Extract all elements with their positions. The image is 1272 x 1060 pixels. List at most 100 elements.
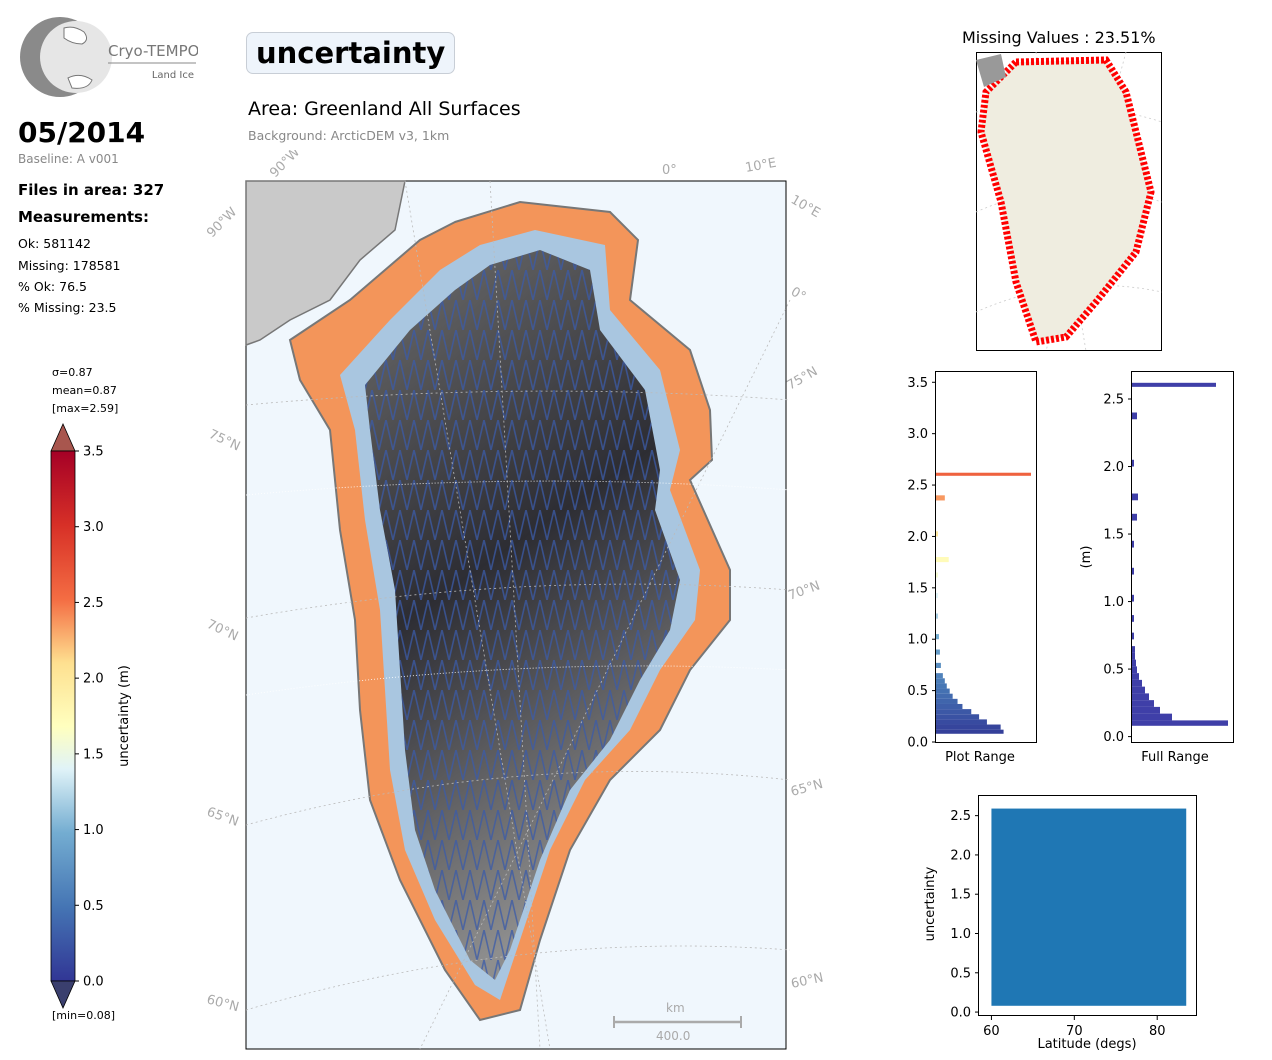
colorbar-label: uncertainty (m) — [117, 665, 132, 767]
plot-range-tick-label: 2.5 — [907, 479, 928, 494]
full-range-bar — [1132, 693, 1149, 701]
lon-label-top-90w: 90°W — [267, 150, 303, 181]
full-range-bar — [1132, 700, 1154, 707]
latitude-scatter: 0.0 0.5 1.0 1.5 2.0 2.5 60 70 80 uncertainty Lat… — [923, 795, 1197, 1052]
plot-range-tick-label: 0.5 — [907, 684, 928, 699]
lat-label-right-65: 65°N — [789, 777, 825, 800]
full-range-bar — [1132, 652, 1135, 660]
lat-label-right-60: 60°N — [790, 970, 825, 991]
colorbar-tick-label: 1.5 — [83, 747, 104, 762]
colorbar-min-extend — [50, 980, 76, 1009]
lat-label-left-60: 60°N — [205, 992, 241, 1015]
inset-ellesmere — [976, 54, 1006, 87]
baseline-label: Baseline: A v001 — [18, 152, 119, 166]
scatter-ytick-label: 0.0 — [950, 1006, 971, 1021]
full-range-bar — [1132, 493, 1138, 501]
main-map: 75°N 70°N 65°N 60°N 75°N 70°N 65°N 60°N … — [204, 150, 825, 1050]
plot-range-tick-label: 3.0 — [907, 427, 928, 442]
full-range-tick-label: 0.0 — [1103, 730, 1124, 745]
lat-label-right-75: 75°N — [785, 364, 821, 393]
ellesmere-terrain — [245, 180, 406, 347]
lon-label-top-10e: 10°E — [744, 156, 777, 176]
scatter-ylabel: uncertainty — [923, 866, 938, 941]
full-range-bar — [1132, 666, 1137, 674]
full-range-bar — [1132, 679, 1142, 687]
full-range-xlabel: Full Range — [1141, 750, 1209, 765]
full-range-bar — [1132, 686, 1145, 694]
scatter-xlabel: Latitude (degs) — [1037, 1037, 1136, 1052]
plot-range-bar — [936, 495, 945, 501]
full-range-bar — [1132, 615, 1134, 622]
plot-range-tick-label: 1.5 — [907, 581, 928, 596]
colorbar-min: [min=0.08] — [52, 1009, 116, 1022]
plot-range-bar — [936, 719, 987, 725]
full-range-bar — [1132, 713, 1172, 721]
plot-range-bar — [936, 557, 949, 563]
plot-range-bar — [936, 678, 945, 684]
plot-range-bar — [936, 673, 943, 679]
lon-label-right-10e: 10°E — [788, 192, 823, 221]
plot-range-bar — [936, 613, 938, 619]
satellite-tracks — [365, 250, 680, 980]
full-range-histogram: 0.0 0.5 1.0 1.5 2.0 2.5 (m) Full Range — [1079, 371, 1234, 765]
plot-range-bar — [936, 703, 963, 710]
background-note: Background: ArcticDEM v3, 1km — [248, 128, 450, 143]
lat-label-right-70: 70°N — [786, 578, 822, 603]
lat-label-left-70: 70°N — [204, 617, 240, 644]
ok-count: Ok: 581142 — [18, 236, 91, 251]
plot-range-bar — [936, 724, 1001, 730]
graticule — [245, 180, 791, 1050]
lat-label-left-65: 65°N — [205, 805, 241, 830]
full-range-bar — [1132, 412, 1137, 420]
plot-range-bar — [936, 572, 938, 578]
full-range-bar — [1132, 459, 1134, 467]
missing-count: Missing: 178581 — [18, 258, 121, 273]
plot-range-bar — [936, 698, 958, 704]
full-range-bar — [1132, 513, 1137, 521]
logo-name: Cryo-TEMPO — [108, 42, 198, 60]
scatter-ytick-label: 0.5 — [950, 966, 971, 981]
full-range-tick-label: 1.0 — [1103, 595, 1124, 610]
colorbar-max-extend — [50, 423, 76, 452]
full-range-bar — [1132, 706, 1160, 714]
colorbar-tick-label: 2.5 — [83, 596, 104, 611]
full-range-bar — [1132, 382, 1216, 387]
scatter-ytick-label: 1.5 — [950, 888, 971, 903]
page-title: uncertainty — [246, 32, 456, 74]
plot-range-bar — [936, 531, 938, 537]
inset-title: Missing Values : 23.51% — [962, 28, 1156, 47]
scatter-ytick-label: 2.0 — [950, 848, 971, 863]
pct-missing: % Missing: 23.5 — [18, 300, 117, 315]
scatter-ytick-label: 1.0 — [950, 927, 971, 942]
scale-value: 400.0 — [656, 1029, 690, 1043]
full-range-bar — [1132, 673, 1139, 680]
plot-range-bar — [936, 683, 947, 689]
plot-range-bar — [936, 649, 940, 655]
plot-range-bar — [936, 729, 1004, 734]
plot-range-bar — [936, 688, 950, 694]
full-range-tick-label: 0.5 — [1103, 663, 1124, 678]
colorbar-tick-label: 3.0 — [83, 520, 104, 535]
lon-label-right-0: 0° — [788, 284, 808, 304]
plot-range-bar — [936, 662, 941, 668]
colorbar-sigma: σ=0.87 — [52, 366, 93, 379]
full-range-bar — [1132, 540, 1134, 548]
full-range-bar — [1132, 632, 1134, 640]
colorbar: 0.0 0.5 1.0 1.5 2.0 2.5 3.0 3.5 uncertainty (m) — [50, 423, 132, 1009]
files-in-area: Files in area: 327 — [18, 181, 165, 199]
lon-label-left-90w: 90°W — [204, 205, 240, 241]
scatter-xtick-label: 60 — [983, 1024, 1000, 1039]
missing-values-inset-map — [976, 52, 1162, 351]
scatter-ytick-label: 2.5 — [950, 809, 971, 824]
logo-subtitle: Land Ice — [152, 70, 194, 81]
colorbar-max: [max=2.59] — [52, 402, 119, 415]
full-range-bar — [1132, 646, 1135, 653]
colorbar-tick-label: 0.5 — [83, 899, 104, 914]
scatter-xtick-label: 80 — [1149, 1024, 1166, 1039]
plot-range-bar — [936, 472, 1031, 476]
plot-range-tick-label: 0.0 — [907, 736, 928, 751]
scale-unit: km — [666, 1001, 685, 1015]
colorbar-mean: mean=0.87 — [52, 384, 117, 397]
inset-greenland-missing — [977, 56, 1155, 346]
plot-range-xlabel: Plot Range — [945, 750, 1015, 765]
